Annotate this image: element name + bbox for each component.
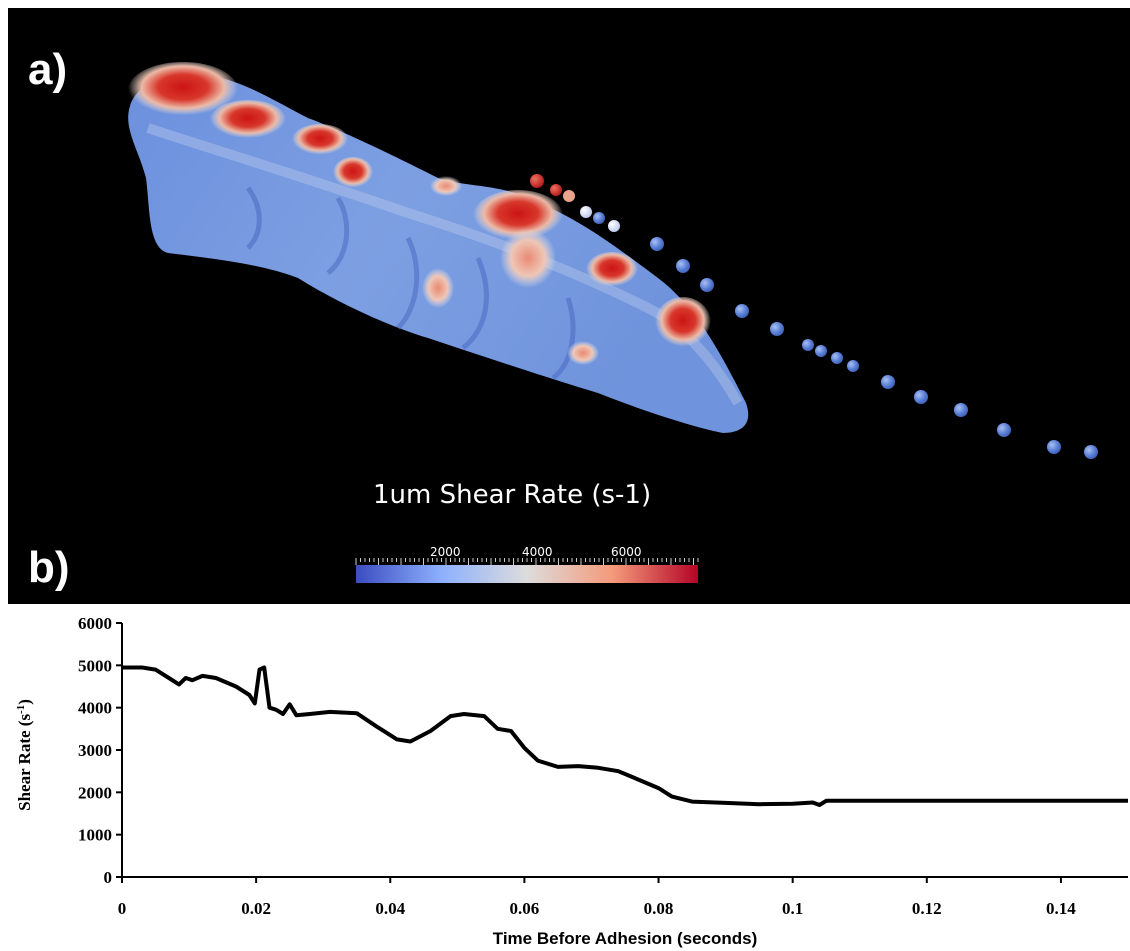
thrombus-body (128, 73, 749, 434)
hotspot (567, 341, 599, 365)
platelet-position (847, 360, 859, 372)
shear-rate-line-chart-panel: 0 1000 2000 3000 4000 5000 6000 0 0.02 0.04 0.06 0… (0, 604, 1130, 951)
shear-rate-3d-render-panel: a) b) 1um Shear Rate (s-1) 2000 4000 600… (8, 8, 1130, 604)
platelet-position (914, 390, 928, 404)
y-axis: 0 1000 2000 3000 4000 5000 6000 (78, 614, 123, 887)
thrombus-3d-render (128, 62, 1098, 583)
platelet-position (530, 174, 544, 188)
platelet-position (676, 259, 690, 273)
colorbar-tick-label: 2000 (430, 545, 461, 559)
panel-a-label: a) (28, 45, 68, 94)
platelet-position (881, 375, 895, 389)
y-axis-label: Shear Rate (s-1) (15, 699, 34, 811)
panel-b-label: b) (28, 543, 70, 592)
hotspot (586, 252, 638, 288)
platelet-position (608, 220, 620, 232)
x-axis-label: Time Before Adhesion (seconds) (493, 929, 758, 948)
platelet-position (770, 322, 784, 336)
platelet-position (1047, 440, 1061, 454)
platelet-position (735, 304, 749, 318)
y-tick-label: 4000 (78, 699, 112, 718)
hotspot (292, 124, 348, 156)
hotspot (128, 62, 238, 118)
hotspot (422, 268, 454, 308)
y-tick-label: 6000 (78, 614, 112, 633)
x-tick-label: 0.12 (912, 899, 942, 918)
x-tick-label: 0.02 (241, 899, 271, 918)
platelet-position (1084, 445, 1098, 459)
platelet-position (580, 206, 592, 218)
hotspot (210, 100, 286, 140)
colorbar-minor-ticks (355, 558, 699, 565)
x-tick-label: 0 (118, 899, 127, 918)
x-tick-label: 0.14 (1046, 899, 1076, 918)
platelet-position (815, 345, 827, 357)
y-tick-label: 5000 (78, 656, 112, 675)
platelet-position (563, 190, 575, 202)
x-tick-label: 0.06 (510, 899, 540, 918)
platelet-position (550, 184, 562, 196)
x-tick-label: 0.04 (375, 899, 405, 918)
platelet-position (997, 423, 1011, 437)
y-tick-label: 0 (104, 868, 113, 887)
hotspot (430, 176, 462, 196)
hotspot (655, 297, 711, 349)
x-tick-label: 0.1 (782, 899, 803, 918)
colorbar-gradient (356, 565, 698, 583)
platelet-position (650, 237, 664, 251)
x-tick-label: 0.08 (644, 899, 674, 918)
y-tick-label: 2000 (78, 783, 112, 802)
series-line-shear-rate (122, 665, 1128, 807)
platelet-position (593, 212, 605, 224)
hotspot (500, 228, 556, 288)
hotspot (473, 190, 563, 242)
platelet-position (700, 278, 714, 292)
platelet-position (831, 352, 843, 364)
hotspot (333, 157, 373, 189)
y-tick-label: 1000 (78, 826, 112, 845)
colorbar (355, 558, 699, 583)
platelet-position (954, 403, 968, 417)
x-axis: 0 0.02 0.04 0.06 0.08 0.1 0.12 0.14 (118, 876, 1128, 918)
platelet-trajectory (530, 174, 1098, 459)
colorbar-title: 1um Shear Rate (s-1) (373, 480, 652, 510)
platelet-position (802, 339, 814, 351)
colorbar-tick-label: 6000 (611, 545, 642, 559)
colorbar-tick-label: 4000 (522, 545, 553, 559)
thrombus-ridges (245, 186, 576, 380)
y-tick-label: 3000 (78, 741, 112, 760)
